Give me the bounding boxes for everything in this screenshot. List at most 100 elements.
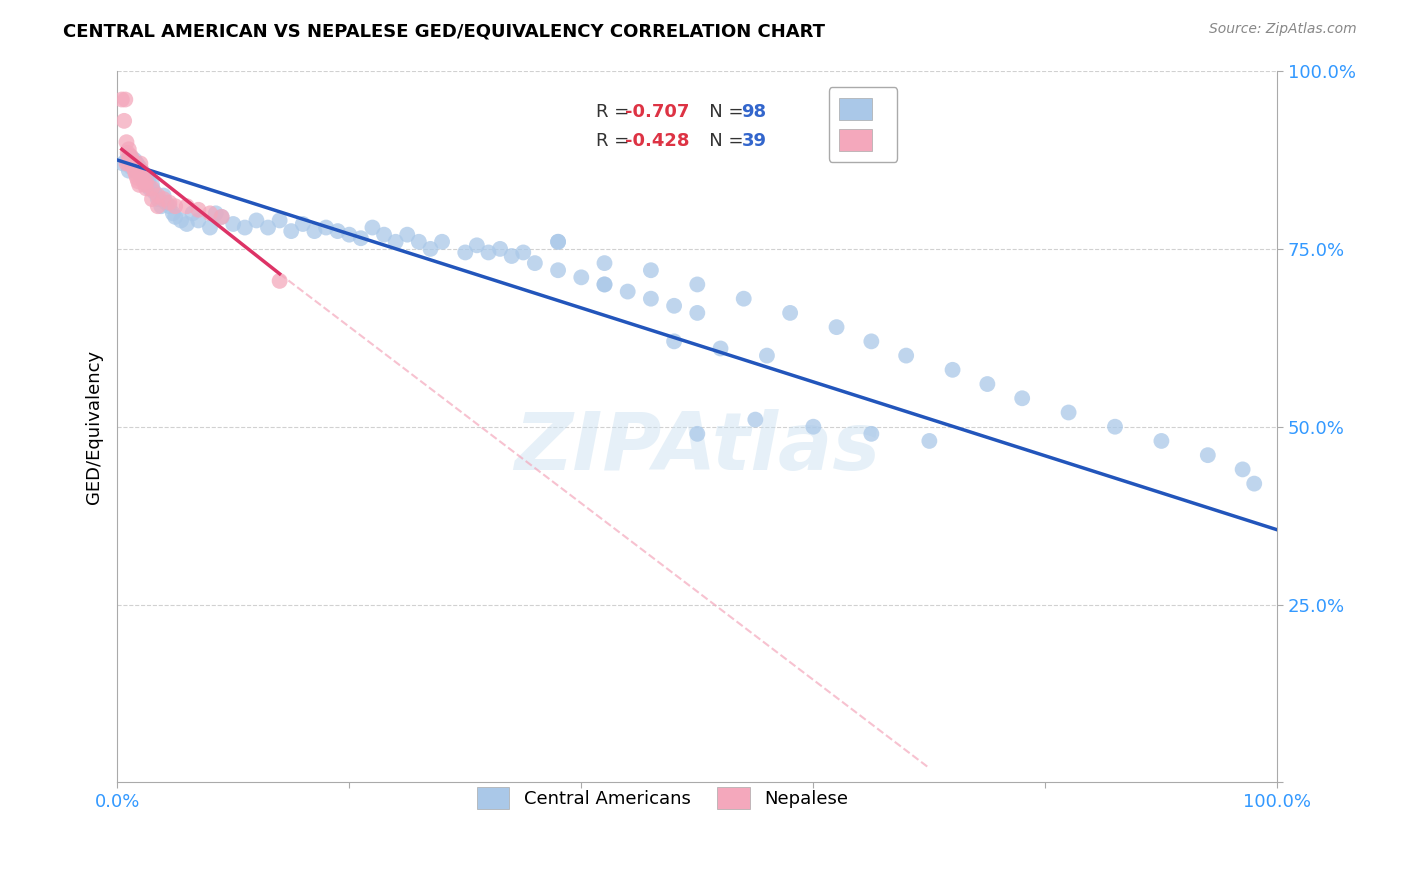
Point [640, 292, 662, 306]
Point [141, 181, 163, 195]
Point [430, 235, 453, 249]
Point [408, 235, 430, 249]
Point [152, 192, 174, 206]
Text: R =: R = [596, 103, 636, 121]
Point [122, 160, 145, 174]
Legend: Central Americans, Nepalese: Central Americans, Nepalese [470, 780, 856, 816]
Point [257, 220, 280, 235]
Point [373, 227, 395, 242]
Point [121, 156, 143, 170]
Point [118, 142, 141, 156]
Point [454, 245, 477, 260]
Point [501, 249, 523, 263]
Point [686, 277, 709, 292]
Point [326, 224, 349, 238]
Text: CENTRAL AMERICAN VS NEPALESE GED/EQUIVALENCY CORRELATION CHART: CENTRAL AMERICAN VS NEPALESE GED/EQUIVAL… [63, 22, 825, 40]
Point [141, 192, 163, 206]
Point [129, 167, 152, 181]
Text: N =: N = [692, 103, 749, 121]
Point [941, 363, 963, 377]
Point [361, 220, 384, 235]
Point [593, 277, 616, 292]
Point [337, 227, 360, 242]
Point [204, 206, 226, 220]
Point [801, 419, 824, 434]
Text: R =: R = [596, 131, 636, 150]
Point [143, 185, 166, 199]
Point [315, 220, 337, 235]
Point [115, 156, 138, 170]
Point [132, 170, 155, 185]
Point [176, 199, 198, 213]
Point [523, 256, 546, 270]
Point [640, 263, 662, 277]
Text: 39: 39 [741, 131, 766, 150]
Point [1150, 434, 1173, 448]
Point [269, 274, 291, 288]
Point [686, 426, 709, 441]
Point [291, 217, 314, 231]
Point [118, 156, 141, 170]
Point [269, 213, 291, 227]
Point [222, 217, 245, 231]
Point [125, 156, 148, 170]
Point [170, 213, 193, 227]
Point [120, 149, 142, 163]
Point [138, 181, 160, 195]
Point [744, 412, 766, 426]
Point [733, 292, 755, 306]
Point [245, 213, 267, 227]
Point [157, 195, 180, 210]
Point [280, 224, 302, 238]
Point [127, 163, 149, 178]
Point [115, 153, 138, 167]
Point [233, 220, 256, 235]
Point [198, 220, 221, 235]
Point [489, 242, 512, 256]
Point [132, 167, 155, 181]
Point [121, 153, 143, 167]
Point [135, 181, 157, 195]
Point [547, 263, 569, 277]
Point [136, 178, 159, 192]
Point [129, 167, 152, 181]
Point [131, 163, 153, 178]
Point [1104, 419, 1126, 434]
Point [146, 199, 169, 213]
Point [350, 231, 373, 245]
Point [146, 188, 169, 202]
Point [187, 213, 209, 227]
Text: 98: 98 [741, 103, 766, 121]
Point [125, 167, 148, 181]
Point [1197, 448, 1219, 462]
Point [825, 320, 848, 334]
Point [120, 160, 142, 174]
Point [304, 224, 326, 238]
Point [419, 242, 441, 256]
Point [569, 270, 592, 285]
Point [165, 210, 187, 224]
Point [114, 93, 136, 107]
Point [155, 195, 177, 210]
Point [157, 199, 180, 213]
Point [1232, 462, 1254, 476]
Point [120, 153, 142, 167]
Point [162, 206, 184, 220]
Point [134, 178, 156, 192]
Point [150, 199, 173, 213]
Point [593, 277, 616, 292]
Point [1011, 391, 1033, 405]
Point [547, 235, 569, 249]
Point [129, 156, 152, 170]
Point [135, 170, 157, 185]
Point [128, 178, 150, 192]
Point [124, 163, 146, 178]
Point [976, 377, 998, 392]
Point [124, 153, 146, 167]
Point [135, 174, 157, 188]
Point [709, 342, 731, 356]
Point [132, 167, 155, 181]
Point [138, 174, 160, 188]
Point [860, 426, 883, 441]
Point [125, 160, 148, 174]
